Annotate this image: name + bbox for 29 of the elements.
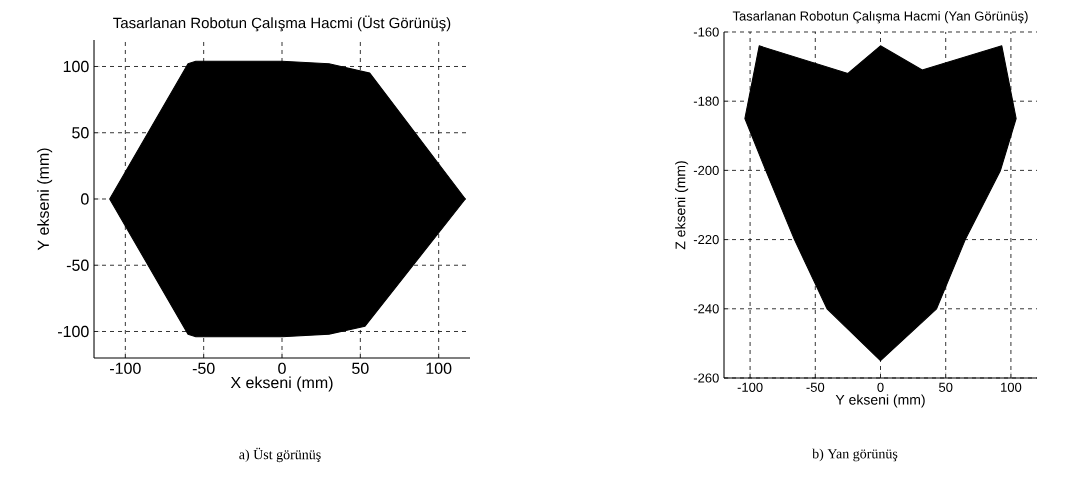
y-tick-label: -240: [693, 304, 719, 314]
chart-title: Tasarlanan Robotun Çalışma Hacmi (Üst Görünüş): [113, 15, 451, 32]
x-tick-label: -100: [737, 382, 763, 392]
y-tick-label: -160: [693, 27, 719, 37]
x-tick-label: -100: [110, 362, 141, 375]
x-tick-label: 100: [1001, 382, 1022, 392]
text: a) Üst görünüş: [239, 447, 321, 463]
x-tick-label: 0: [877, 382, 884, 392]
y-axis-title: Y ekseni (mm): [37, 148, 53, 251]
text: b) Yan görünüş: [812, 448, 898, 462]
y-tick-label: -100: [57, 325, 89, 338]
x-axis-title: X ekseni (mm): [230, 376, 333, 392]
y-tick-label: -200: [693, 165, 719, 175]
x-tick-label: -50: [806, 382, 825, 392]
x-axis-title: Y ekseni (mm): [835, 394, 925, 408]
y-tick-label: -50: [66, 259, 89, 271]
x-tick-label: 50: [352, 362, 369, 375]
y-tick-label: 100: [63, 60, 89, 73]
y-axis-title: Z ekseni (mm): [675, 161, 689, 250]
x-tick-label: -50: [192, 362, 215, 375]
y-tick-label: -220: [693, 234, 719, 245]
y-tick-label: 50: [72, 127, 89, 139]
x-tick-label: 50: [939, 382, 953, 392]
x-tick-label: 0: [278, 362, 286, 375]
y-tick-label: 0: [81, 193, 89, 205]
x-tick-label: 100: [426, 362, 452, 375]
chart-title: Tasarlanan Robotun Çalışma Hacmi (Yan Görünüş): [732, 11, 1028, 24]
y-tick-label: -260: [693, 373, 719, 383]
y-tick-label: -180: [693, 96, 719, 106]
